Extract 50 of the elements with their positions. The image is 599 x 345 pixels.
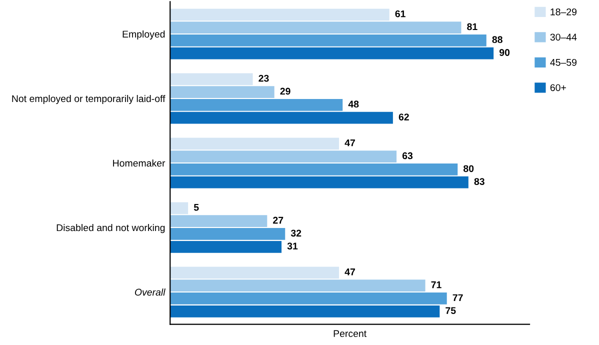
bar [170,112,393,124]
bar [170,99,343,111]
data-label: 75 [446,307,456,314]
bar [170,292,447,304]
bar [170,240,282,253]
data-label: 83 [474,178,484,185]
bar [170,22,462,34]
data-label: 31 [287,242,298,250]
data-label: 71 [431,281,442,288]
data-label: 47 [344,268,355,276]
legend-label: 45–59 [550,58,577,66]
bar [170,228,286,240]
y-tick-label: Homemaker [113,159,166,167]
bar [170,150,397,162]
data-label: 80 [464,165,474,172]
bar [170,47,494,60]
bar [170,86,274,98]
y-tick-label: Overall [134,288,166,296]
data-label: 88 [492,36,502,44]
bar [170,73,253,86]
legend-label: 30–44 [550,34,577,41]
y-tick-label: Not employed or temporarily laid-off [12,94,166,104]
bar [170,176,468,188]
data-label: 29 [280,88,290,95]
x-axis-title: Percent [334,330,366,337]
data-label: 23 [258,74,269,82]
y-tick-label: Employed [122,30,165,40]
data-label: 47 [344,139,355,146]
data-label: 81 [467,23,478,30]
data-label: 32 [290,230,302,237]
bar [170,8,390,21]
bar [170,164,458,176]
data-label: 77 [452,294,463,302]
data-label: 61 [395,10,406,18]
bar [170,305,440,318]
legend-label: 18–29 [550,8,577,16]
bar [170,266,340,279]
data-label: 5 [194,204,199,211]
bar [170,215,268,228]
data-label: 27 [273,216,284,224]
y-tick-label: Disabled and not working [56,224,165,234]
data-label: 62 [398,114,409,120]
bar [170,280,426,292]
bar [170,34,486,46]
data-label: 63 [402,152,413,160]
bar [170,138,340,150]
legend-label: 60+ [550,84,566,92]
data-label: 48 [348,100,359,108]
bar [170,202,188,214]
data-label: 90 [499,49,510,56]
